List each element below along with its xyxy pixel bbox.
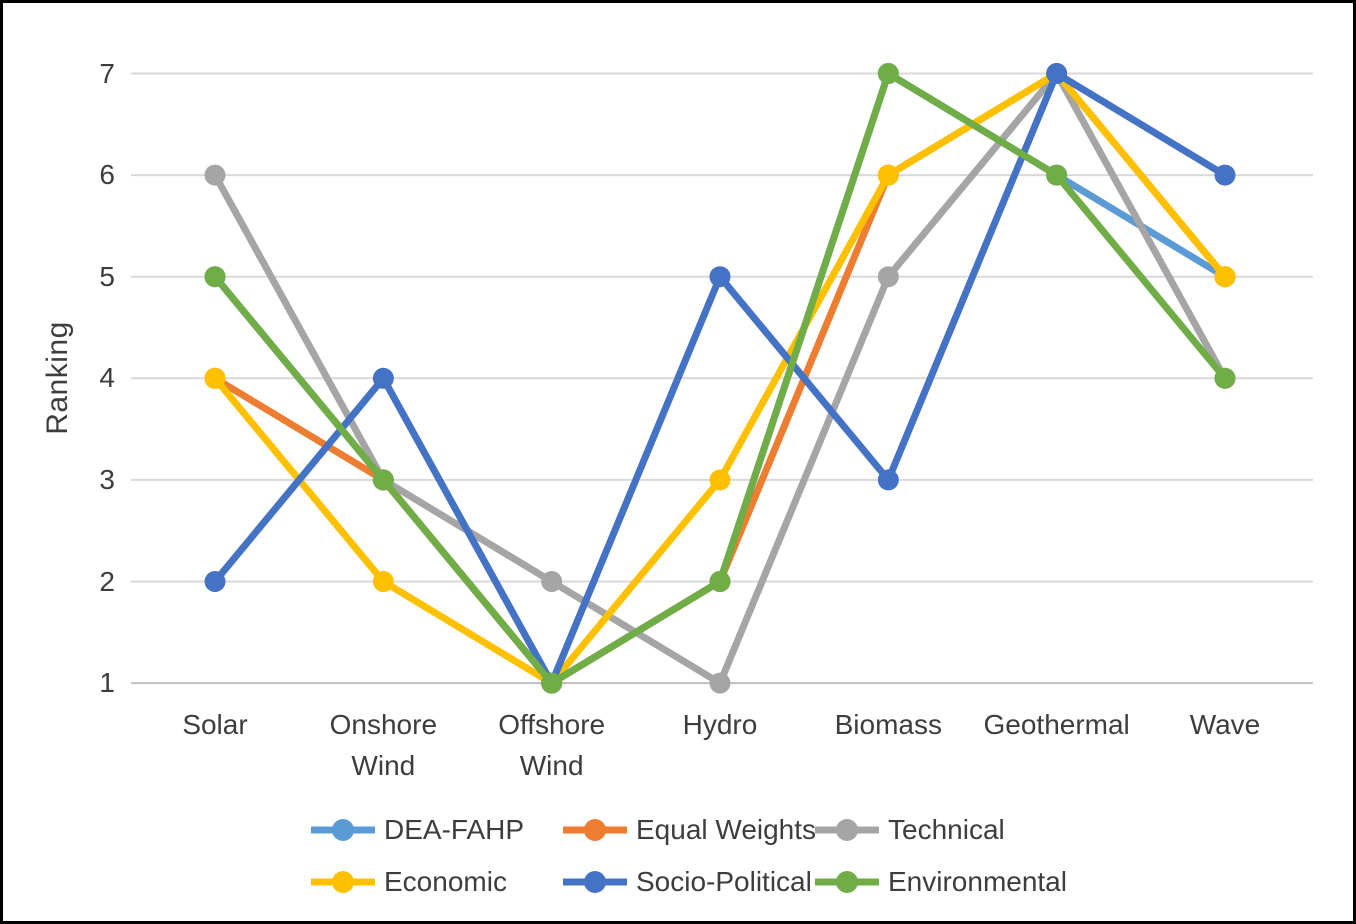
x-category-label-hydro: Hydro: [682, 709, 758, 740]
legend-item-environmental: Environmental: [815, 862, 1067, 902]
plot-area: [131, 63, 1313, 694]
legend-line-marker-icon: [815, 819, 879, 841]
data-point-environmental-onshore-wind: [372, 469, 394, 491]
y-tick-label-3: 3: [99, 463, 115, 495]
legend-label-technical: Technical: [888, 814, 1005, 845]
data-point-environmental-biomass: [877, 63, 899, 84]
legend-label-socio-political: Socio-Political: [636, 866, 812, 897]
legend-line-marker-icon: [815, 871, 879, 893]
legend-line-marker-icon: [563, 871, 627, 893]
data-point-technical-offshore-wind: [541, 571, 563, 592]
y-tick-label-5: 5: [99, 260, 115, 292]
legend-label-environmental: Environmental: [888, 866, 1067, 897]
x-category-label-geothermal: Geothermal: [983, 709, 1130, 740]
data-point-environmental-solar: [204, 266, 226, 288]
data-point-technical-biomass: [877, 266, 899, 288]
legend-line-marker-icon: [311, 819, 375, 841]
x-category-label-biomass: Biomass: [834, 709, 942, 740]
data-point-economic-hydro: [709, 469, 731, 491]
x-category-label-solar: Solar: [182, 709, 248, 740]
legend-label-equal-weights: Equal Weights: [636, 814, 817, 845]
series-environmental: [204, 63, 1236, 694]
data-point-socio-political-wave: [1214, 164, 1236, 186]
y-tick-label-4: 4: [99, 362, 115, 394]
legend-label-economic: Economic: [384, 866, 507, 897]
legend-item-dea-fahp: DEA-FAHP: [311, 810, 524, 850]
x-category-label-offshore-wind: Offshore Wind: [498, 709, 606, 781]
legend-item-equal-weights: Equal Weights: [563, 810, 816, 850]
data-point-environmental-offshore-wind: [541, 672, 563, 694]
y-tick-label-2: 2: [99, 565, 115, 597]
legend-item-technical: Technical: [815, 810, 1005, 850]
legend-label-dea-fahp: DEA-FAHP: [384, 814, 525, 845]
data-point-socio-political-hydro: [709, 266, 731, 288]
data-point-socio-political-solar: [204, 571, 226, 592]
y-tick-label-7: 7: [99, 57, 115, 89]
data-point-environmental-wave: [1214, 367, 1236, 389]
data-point-technical-solar: [204, 164, 226, 186]
data-point-socio-political-onshore-wind: [372, 367, 394, 389]
data-point-economic-solar: [204, 367, 226, 389]
legend-item-socio-political: Socio-Political: [563, 862, 812, 902]
x-category-label-onshore-wind: Onshore Wind: [329, 709, 438, 781]
data-point-economic-wave: [1214, 266, 1236, 288]
data-point-environmental-geothermal: [1046, 164, 1068, 186]
data-point-environmental-hydro: [709, 571, 731, 592]
data-point-economic-onshore-wind: [372, 571, 394, 592]
x-category-label-wave: Wave: [1189, 709, 1261, 740]
y-tick-label-1: 1: [99, 667, 115, 699]
legend-item-economic: Economic: [311, 862, 507, 902]
legend-line-marker-icon: [311, 871, 375, 893]
data-point-socio-political-biomass: [877, 469, 899, 491]
data-point-economic-biomass: [877, 164, 899, 186]
legend-line-marker-icon: [563, 819, 627, 841]
data-point-socio-political-geothermal: [1046, 63, 1068, 84]
y-tick-label-6: 6: [99, 159, 115, 191]
series-socio-political: [204, 63, 1236, 694]
data-point-technical-hydro: [709, 672, 731, 694]
